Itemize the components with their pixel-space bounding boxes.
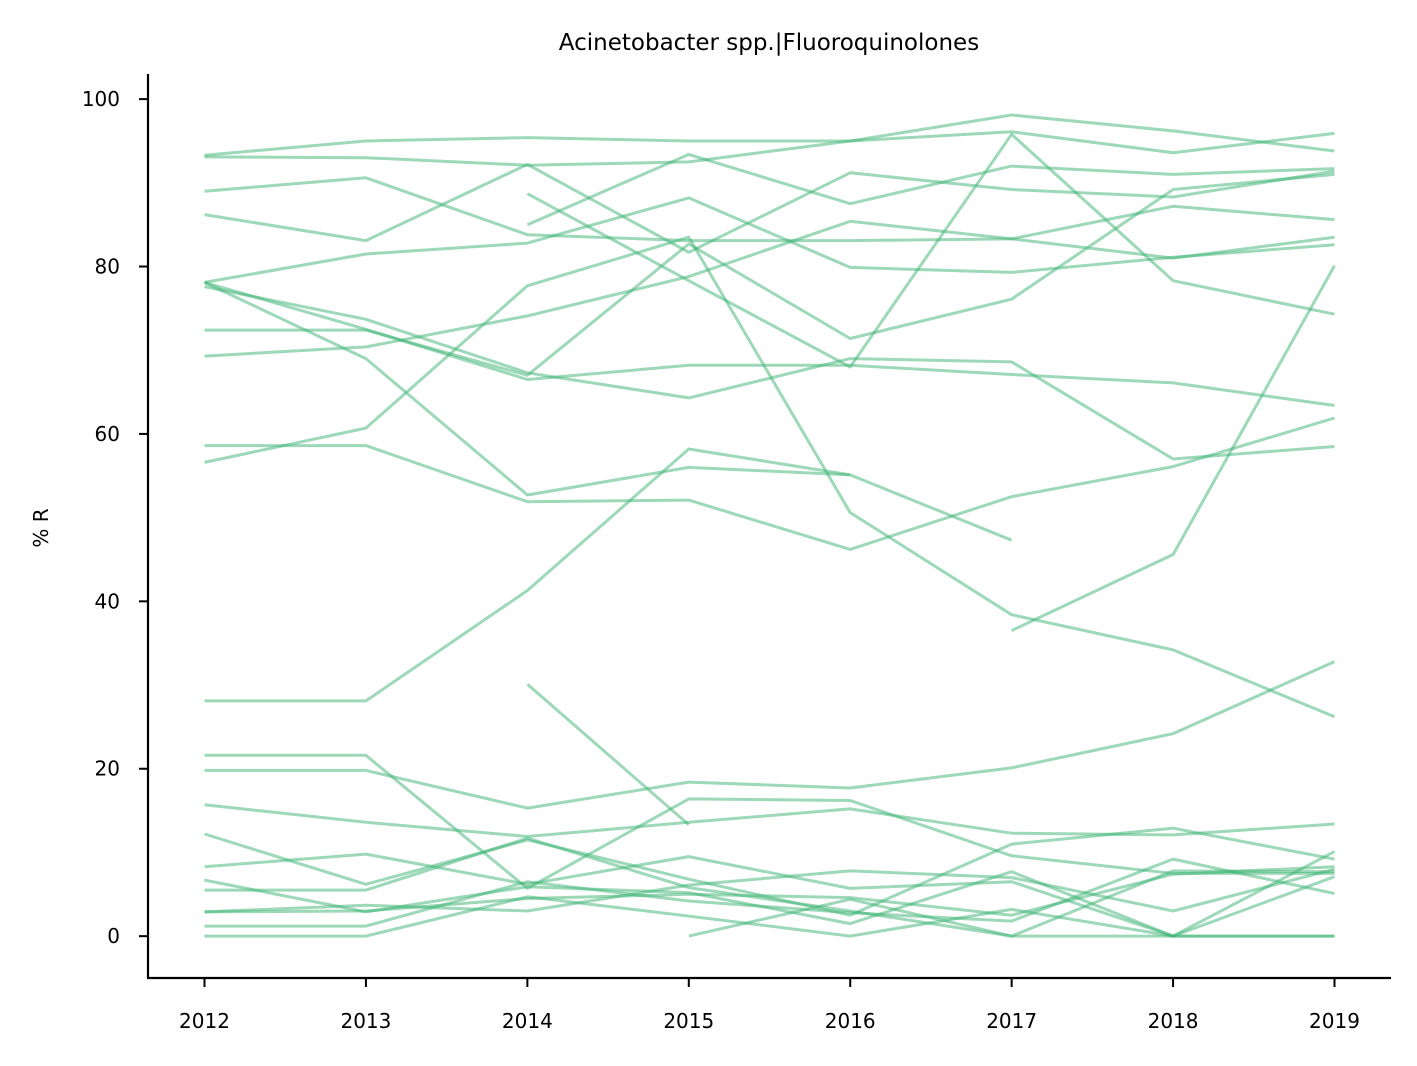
series-line-24 — [204, 836, 1335, 938]
series-line-16 — [1010, 264, 1336, 632]
series-line-9 — [204, 285, 1335, 461]
x-tick-label: 2019 — [1309, 1009, 1360, 1033]
x-tick-label: 2017 — [986, 1009, 1037, 1033]
series-line-11 — [204, 219, 1335, 358]
series-line-10 — [204, 172, 1335, 377]
y-tick-label: 20 — [95, 757, 120, 781]
y-tick-label: 60 — [95, 422, 120, 446]
series-line-13 — [204, 235, 1336, 719]
series-line-15 — [204, 447, 851, 703]
series-line-27 — [204, 857, 1335, 928]
series-line-20 — [526, 683, 690, 826]
y-tick-label: 0 — [107, 924, 120, 948]
series-line-19 — [204, 803, 1335, 838]
series-line-7 — [204, 196, 1335, 284]
x-tick-label: 2012 — [179, 1009, 230, 1033]
series-line-1 — [204, 113, 1335, 157]
series-line-12 — [204, 416, 1335, 551]
series-lines — [203, 113, 1336, 938]
y-axis-ticks: 0 20 40 60 80 100 — [82, 87, 148, 948]
series-line-2 — [204, 130, 1335, 167]
series-line-18 — [204, 660, 1336, 810]
series-line-4 — [204, 162, 1335, 254]
series-line-28 — [204, 895, 1335, 938]
series-line-29 — [688, 869, 1335, 938]
y-tick-label: 80 — [95, 255, 120, 279]
x-tick-label: 2016 — [825, 1009, 876, 1033]
x-tick-label: 2015 — [663, 1009, 714, 1033]
x-tick-label: 2014 — [502, 1009, 553, 1033]
series-line-5 — [526, 152, 1335, 227]
series-line-22 — [204, 850, 1336, 938]
x-axis-ticks: 2012 2013 2014 2015 2016 2017 2018 2019 — [179, 978, 1360, 1033]
x-tick-label: 2013 — [340, 1009, 391, 1033]
y-tick-label: 100 — [82, 87, 120, 111]
series-line-3 — [204, 176, 1335, 243]
y-tick-label: 40 — [95, 589, 120, 613]
series-line-14 — [203, 281, 1013, 542]
y-axis-label: % R — [29, 508, 53, 547]
series-line-25 — [204, 867, 1335, 914]
chart-title: Acinetobacter spp.|Fluoroquinolones — [559, 30, 979, 56]
x-tick-label: 2018 — [1148, 1009, 1199, 1033]
